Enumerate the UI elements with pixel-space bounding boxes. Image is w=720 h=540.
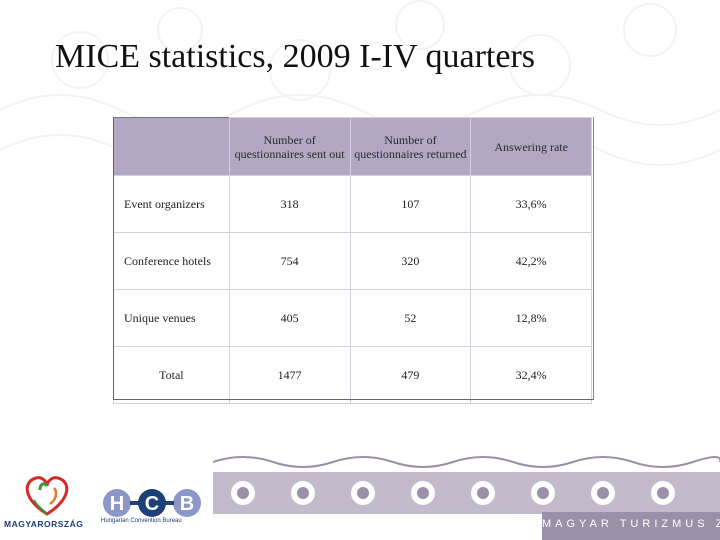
cell-rate: 42,2% [470,232,592,290]
footer-ornament-band [213,452,720,540]
header-corner-cell [113,117,230,176]
cell-sent: 754 [228,232,351,290]
hcb-letter-h: H [110,493,124,515]
table-row: Unique venues 405 52 12,8% [113,289,592,347]
cell-sent: 1477 [228,346,351,404]
cell-rate: 33,6% [470,175,592,233]
row-label: Conference hotels [113,232,230,290]
table-row: Conference hotels 754 320 42,2% [113,232,592,290]
hcb-letter-b: B [180,493,194,515]
header-answering-rate: Answering rate [470,117,592,176]
table-row: Event organizers 318 107 33,6% [113,175,592,233]
cell-sent: 318 [228,175,351,233]
cell-sent: 405 [228,289,351,347]
slide-title: MICE statistics, 2009 I-IV quarters [55,38,536,75]
cell-returned: 52 [349,289,472,347]
cell-returned: 320 [349,232,472,290]
magyarorszag-logo-text: MAGYARORSZÁG [4,519,84,529]
row-label: Event organizers [113,175,230,233]
header-returned: Number of questionnaires returned [349,117,472,176]
hcb-logo-icon: H C B [103,489,201,517]
row-label: Total [113,346,230,404]
statistics-table: Number of questionnaires sent out Number… [113,117,592,404]
hcb-logo-caption: Hungarian Convention Bureau [101,518,182,524]
cell-rate: 32,4% [470,346,592,404]
footer-brand-text: MAGYAR TURIZMUS ZRT. [542,518,720,530]
magyarorszag-logo-icon [25,476,69,516]
cell-returned: 107 [349,175,472,233]
cell-rate: 12,8% [470,289,592,347]
hcb-letter-c: C [145,493,159,515]
row-label: Unique venues [113,289,230,347]
cell-returned: 479 [349,346,472,404]
table-row-total: Total 1477 479 32,4% [113,346,592,404]
header-sent-out: Number of questionnaires sent out [228,117,351,176]
table-header-row: Number of questionnaires sent out Number… [113,117,592,176]
